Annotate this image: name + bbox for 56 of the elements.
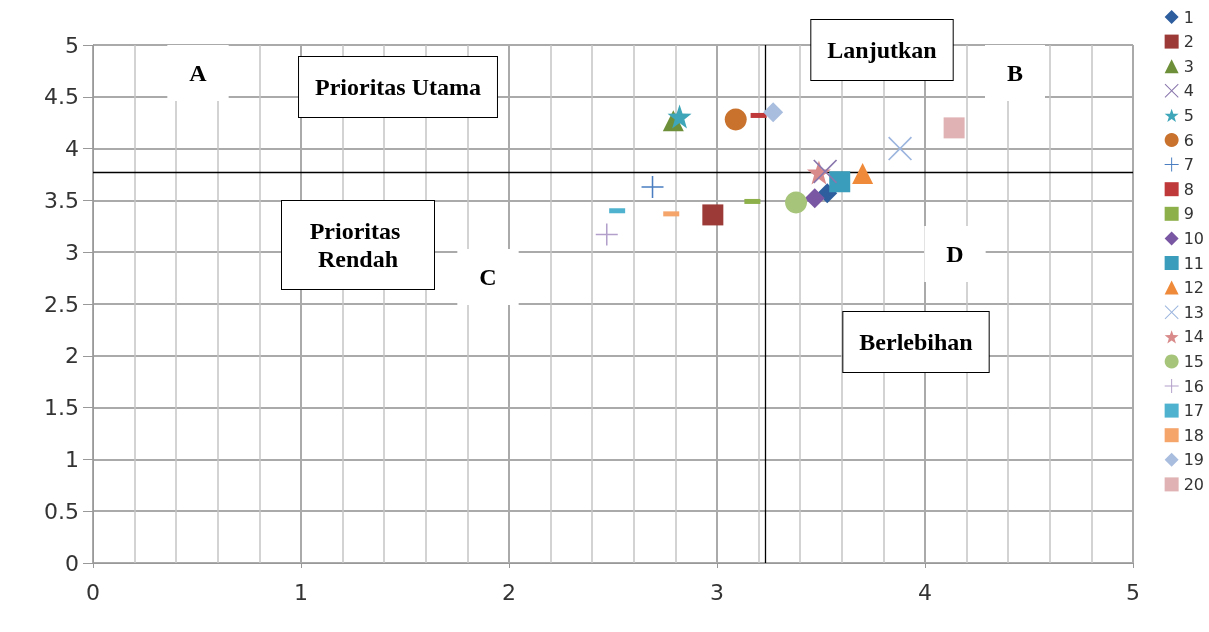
y-tick-label: 5: [65, 32, 79, 58]
y-tick-label: 3.5: [44, 187, 79, 213]
legend-label: 15: [1183, 351, 1204, 371]
legend-label: 18: [1183, 425, 1204, 445]
annotation: Berlebihan: [859, 329, 973, 355]
point: [763, 102, 784, 123]
x-tick-label: 1: [294, 579, 308, 605]
legend-label: 14: [1183, 327, 1204, 347]
annotation: Prioritas Rendah: [309, 218, 407, 272]
legend-label: 17: [1183, 401, 1204, 421]
legend-label: 4: [1183, 81, 1194, 101]
point: [641, 175, 664, 198]
annotation: Prioritas Utama: [315, 74, 481, 100]
point: [829, 171, 851, 193]
legend-label: 11: [1183, 253, 1204, 273]
annotation: Lanjutkan: [827, 37, 937, 63]
x-tick-label: 0: [86, 579, 100, 605]
x-tick-label: 5: [1126, 579, 1140, 605]
y-tick-label: 0.5: [44, 498, 79, 524]
legend-label: 3: [1183, 56, 1194, 76]
y-tick-label: 1.5: [44, 395, 79, 421]
legend-label: 8: [1183, 179, 1194, 199]
legend-label: 13: [1183, 302, 1204, 322]
annotation: A: [189, 60, 208, 86]
point: [667, 104, 692, 129]
legend-label: 1: [1183, 7, 1194, 27]
legend-label: 7: [1183, 155, 1194, 175]
point: [724, 108, 747, 131]
legend-label: 10: [1183, 228, 1204, 248]
legend-label: 6: [1183, 130, 1194, 150]
x-tick-label: 4: [918, 579, 932, 605]
x-tick-label: 2: [502, 579, 516, 605]
legend-label: 12: [1183, 278, 1204, 298]
point: [595, 223, 618, 246]
point: [943, 117, 965, 139]
legend-label: 2: [1183, 32, 1194, 52]
legend-label: 20: [1183, 474, 1204, 494]
point: [852, 162, 874, 184]
legend-label: 19: [1183, 450, 1204, 470]
annotation: B: [1006, 60, 1024, 86]
legend-label: 9: [1183, 204, 1194, 224]
annotation: D: [946, 241, 964, 267]
point: [702, 204, 724, 226]
legend-label: 5: [1183, 105, 1194, 125]
legend-label: 16: [1183, 376, 1204, 396]
y-tick-label: 0: [65, 550, 79, 576]
y-tick-label: 3: [65, 239, 79, 265]
y-tick-label: 2.5: [44, 291, 79, 317]
y-tick-label: 1: [65, 446, 79, 472]
x-tick-label: 3: [710, 579, 724, 605]
point: [804, 188, 825, 209]
y-tick-label: 2: [65, 343, 79, 369]
annotation: C: [479, 264, 497, 290]
y-tick-label: 4.5: [44, 84, 79, 110]
y-tick-label: 4: [65, 136, 79, 162]
point: [785, 191, 808, 214]
